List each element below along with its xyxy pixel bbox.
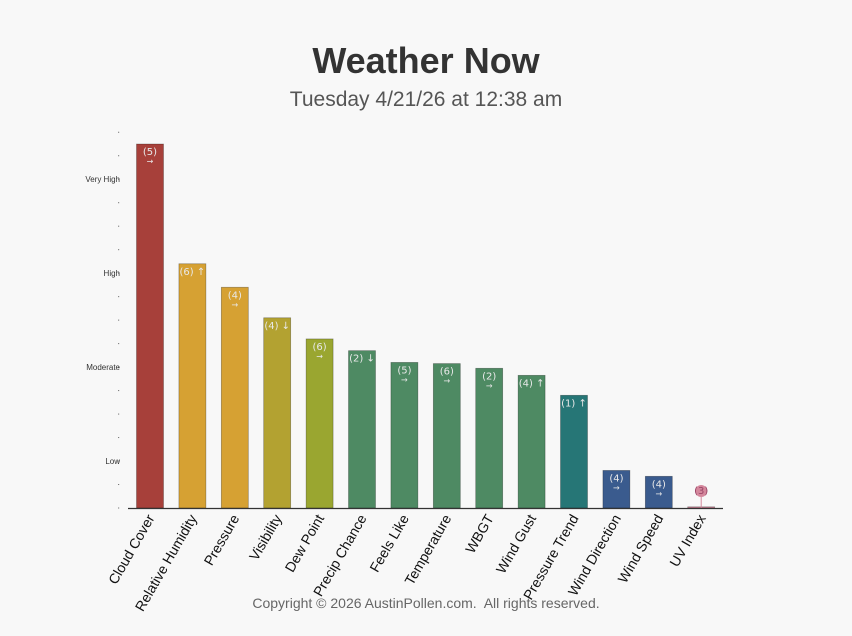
x-category-label: Wind Gust xyxy=(493,511,540,576)
bar xyxy=(263,317,292,509)
y-minor-tick xyxy=(118,296,120,298)
y-minor-tick xyxy=(118,390,120,392)
bar-trend-arrow: → xyxy=(231,300,238,309)
bar-annotation: (4) xyxy=(609,473,623,484)
bar-annotation: (6) xyxy=(313,342,327,353)
bar-annotation: (3) xyxy=(694,486,708,497)
bar-annotation: (4) xyxy=(228,290,242,301)
y-tick-label: Very High xyxy=(85,175,120,184)
y-minor-tick xyxy=(118,413,120,415)
y-minor-tick xyxy=(118,460,120,462)
bar-annotation: (2) xyxy=(482,371,496,382)
bar-trend-arrow: → xyxy=(443,377,450,386)
y-minor-tick xyxy=(118,484,120,486)
y-minor-tick xyxy=(118,225,120,227)
bar-annotation: (2) ↓ xyxy=(349,354,375,365)
bar xyxy=(305,338,334,509)
bar-annotation: (4) xyxy=(652,479,666,490)
x-category-label: WBGT xyxy=(462,511,497,556)
bar-annotation: (1) ↑ xyxy=(561,398,587,409)
bar-annotation: (6) ↑ xyxy=(180,267,206,278)
bar xyxy=(602,470,631,509)
y-minor-tick xyxy=(118,249,120,251)
bar xyxy=(348,350,376,509)
uv-index-marker xyxy=(695,485,708,497)
bar-annotation: (6) xyxy=(440,367,454,378)
bar-trend-arrow: → xyxy=(401,375,408,384)
y-minor-tick xyxy=(118,437,120,439)
y-minor-tick xyxy=(118,366,120,368)
bar-trend-arrow: → xyxy=(655,489,662,498)
bar-trend-arrow: → xyxy=(316,352,323,361)
y-minor-tick xyxy=(118,178,120,180)
y-tick-label: High xyxy=(104,269,120,278)
y-minor-tick xyxy=(118,202,120,204)
y-minor-tick xyxy=(118,155,120,157)
bar xyxy=(220,286,249,509)
y-tick-label: Low xyxy=(105,457,120,466)
y-minor-tick xyxy=(118,131,120,133)
y-minor-tick xyxy=(118,507,120,509)
x-category-label: Feels Like xyxy=(366,511,412,574)
x-category-label: UV Index xyxy=(666,512,709,570)
y-minor-tick xyxy=(118,272,120,274)
bar xyxy=(136,143,164,509)
bar-trend-arrow: → xyxy=(613,483,620,492)
bar xyxy=(178,263,207,509)
x-category-label: Pressure xyxy=(201,511,243,568)
bar xyxy=(517,374,546,509)
y-minor-tick xyxy=(118,343,120,345)
bar xyxy=(560,394,588,509)
x-category-label: Dew Point xyxy=(281,511,327,574)
bar-trend-arrow: → xyxy=(486,381,493,390)
y-minor-tick xyxy=(118,319,120,321)
chart-subtitle: Tuesday 4/21/26 at 12:38 am xyxy=(289,88,563,111)
bar xyxy=(644,475,673,509)
y-tick-label: Moderate xyxy=(86,363,120,372)
bar-annotation: (5) xyxy=(143,147,157,158)
bar xyxy=(475,367,504,509)
bar xyxy=(432,363,461,509)
chart-title: Weather Now xyxy=(312,40,540,81)
x-category-label: Visibility xyxy=(246,512,285,564)
copyright-footer: Copyright © 2026 AustinPollen.com. All r… xyxy=(252,595,600,611)
bar-annotation: (4) ↑ xyxy=(519,378,545,389)
bar-trend-arrow: → xyxy=(147,157,154,166)
bar-annotation: (5) xyxy=(397,365,411,376)
bar-annotation: (4) ↓ xyxy=(264,321,290,332)
